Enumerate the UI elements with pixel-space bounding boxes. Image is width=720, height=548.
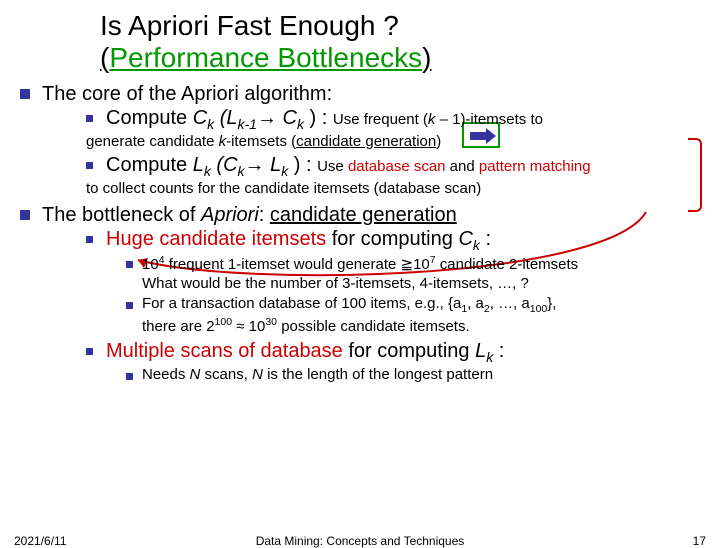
compute1-line2: generate candidate k-itemsets (candidate… (86, 133, 700, 151)
compute-ck-item: Compute Ck (Lk-1→ Ck ) : Use frequent (k… (86, 106, 700, 151)
ck: Ck (223, 154, 244, 176)
open: ( (214, 107, 226, 129)
for-computing-2: for computing (343, 340, 475, 362)
huge-item: Huge candidate itemsets for computing Ck… (86, 227, 700, 337)
title-line-1: Is Apriori Fast Enough ? (100, 10, 720, 42)
pt1-line2: What would be the number of 3-itemsets, … (142, 275, 700, 294)
database-scan: database scan (348, 158, 446, 175)
needs-item: Needs N scans, N is the length of the lo… (126, 366, 700, 385)
apriori: Apriori (201, 204, 259, 226)
compute-lead: Compute (106, 154, 193, 176)
candidate-generation: candidate generation (296, 133, 436, 150)
bottleneck-heading-item: The bottleneck of Apriori: candidate gen… (20, 203, 700, 385)
for-computing: for computing (326, 228, 458, 250)
slide: Is Apriori Fast Enough ? (Performance Bo… (0, 0, 720, 540)
core-sublist: Compute Ck (Lk-1→ Ck ) : Use frequent (k… (42, 106, 700, 199)
ck: Ck (193, 107, 214, 129)
bullet-icon (126, 373, 133, 380)
open: ( (211, 154, 223, 176)
arrow: → (245, 154, 271, 176)
bullet-icon (86, 236, 93, 243)
bullet-icon (86, 162, 93, 169)
candidate-generation-2: candidate generation (270, 204, 457, 226)
bottleneck-b: : (259, 204, 270, 226)
content: The core of the Apriori algorithm: Compu… (0, 74, 720, 385)
title-paren-close: ) (422, 42, 431, 73)
title-bottlenecks: Performance Bottlenecks (109, 42, 422, 73)
bullet-icon (20, 89, 30, 99)
footer-page: 17 (693, 534, 706, 548)
colon: : (493, 340, 504, 362)
core-heading-item: The core of the Apriori algorithm: Compu… (20, 82, 700, 199)
multi-item: Multiple scans of database for computing… (86, 339, 700, 385)
huge-candidate: Huge candidate itemsets (106, 228, 326, 250)
multiple-scans: Multiple scans of database (106, 340, 343, 362)
close: ) : (288, 154, 317, 176)
core-heading: The core of the Apriori algorithm: (42, 83, 332, 105)
multi-sublist: Needs N scans, N is the length of the lo… (106, 366, 700, 385)
title-line-2: (Performance Bottlenecks) (100, 42, 720, 74)
pt2: For a transaction database of 100 items,… (126, 295, 700, 337)
ck: Ck (458, 228, 479, 250)
footer-center: Data Mining: Concepts and Techniques (0, 534, 720, 548)
pattern-matching: pattern matching (479, 158, 591, 175)
bullet-icon (86, 115, 93, 122)
bullet-list: The core of the Apriori algorithm: Compu… (20, 82, 700, 385)
huge-sublist: 104 frequent 1-itemset would generate ≧1… (106, 254, 700, 337)
compute-lk-item: Compute Lk (Ck→ Lk ) : Use database scan… (86, 153, 700, 198)
title-paren-open: ( (100, 42, 109, 73)
bullet-icon (86, 348, 93, 355)
lk: Lk (193, 154, 211, 176)
tail: Use database scan and pattern matching (317, 158, 591, 175)
close: ) : (304, 107, 333, 129)
bullet-icon (20, 210, 30, 220)
ck2: Ck (283, 107, 304, 129)
tail: Use frequent (k – 1)-itemsets to (333, 111, 543, 128)
compute-lead: Compute (106, 107, 193, 129)
slide-title: Is Apriori Fast Enough ? (Performance Bo… (0, 0, 720, 74)
lk: Lk (475, 340, 493, 362)
pt1: 104 frequent 1-itemset would generate ≧1… (126, 254, 700, 294)
bottleneck-sublist: Huge candidate itemsets for computing Ck… (42, 227, 700, 385)
lk2: Lk (270, 154, 288, 176)
bullet-icon (126, 302, 133, 309)
lk-1: Lk-1 (226, 107, 257, 129)
pt2-line2: there are 2100 ≈ 1030 possible candidate… (142, 316, 700, 337)
bottleneck-a: The bottleneck of (42, 204, 201, 226)
bullet-icon (126, 261, 133, 268)
compute2-line2: to collect counts for the candidate item… (86, 180, 700, 198)
arrow: → (257, 107, 283, 129)
colon: : (480, 228, 491, 250)
